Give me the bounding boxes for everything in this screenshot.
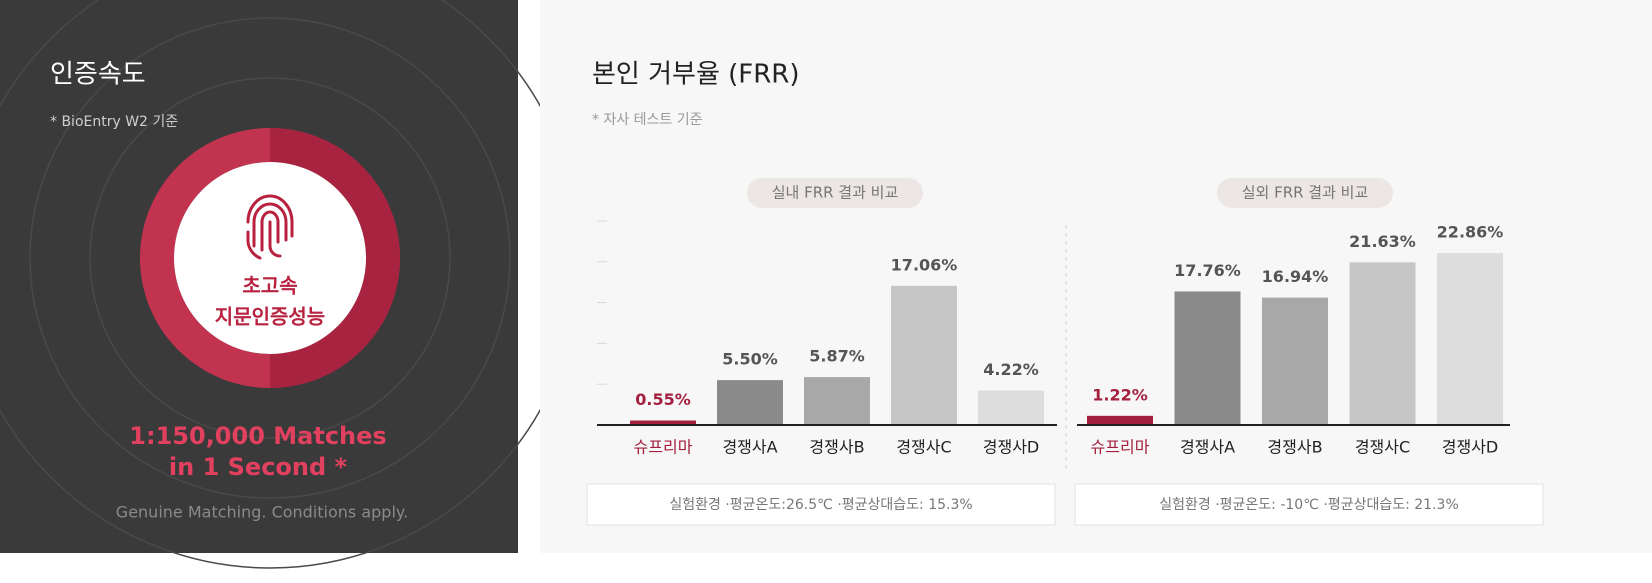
bar: [717, 380, 783, 425]
value-label: 21.63%: [1349, 232, 1416, 251]
value-label: 1.22%: [1092, 385, 1148, 404]
x-tick-label: 경쟁사B: [809, 438, 864, 457]
chart-title-pill: [1217, 178, 1393, 208]
chart-title-pill: [747, 178, 923, 208]
x-tick-label: 경쟁사A: [1180, 438, 1235, 457]
panel-title: 인증속도: [50, 60, 146, 90]
panel-title: 본인 거부율 (FRR): [592, 60, 800, 90]
bar: [978, 390, 1044, 425]
bar: [630, 420, 696, 425]
bar: [1437, 253, 1503, 425]
panel-subtitle: * BioEntry W2 기준: [50, 114, 178, 130]
note: 실험환경 ·평균온도:26.5℃ ·평균상대습도: 15.3%: [669, 497, 972, 513]
footnote: Genuine Matching. Conditions apply.: [116, 503, 408, 522]
bar: [1262, 297, 1328, 425]
bar: [891, 285, 957, 425]
bar: [1349, 262, 1416, 425]
value-label: 5.50%: [722, 350, 778, 369]
fingerprint-icon: [246, 194, 294, 260]
x-tick-label: 경쟁사D: [983, 438, 1039, 457]
bar: [1174, 291, 1241, 425]
x-tick-label: 경쟁사A: [722, 438, 777, 457]
badge-line: 초고속: [242, 274, 297, 298]
note-box: [586, 483, 1056, 526]
x-tick-label: 경쟁사C: [1355, 438, 1410, 457]
value-label: 22.86%: [1437, 223, 1504, 242]
headline: in 1 Second *: [169, 453, 348, 481]
value-label: 4.22%: [983, 360, 1039, 379]
value-label: 0.55%: [635, 390, 691, 409]
value-label: 17.76%: [1174, 261, 1241, 280]
x-tick-label: 슈프리마: [1091, 438, 1150, 457]
x-tick-label: 슈프리마: [634, 438, 693, 457]
bar: [804, 377, 870, 425]
note-box: [1074, 483, 1544, 526]
x-tick-label: 경쟁사B: [1267, 438, 1322, 457]
x-tick-label: 경쟁사D: [1442, 438, 1498, 457]
value-label: 16.94%: [1262, 267, 1329, 286]
headline: 1:150,000 Matches: [129, 422, 386, 450]
bar: [1087, 415, 1153, 425]
donut-ring-dark: [270, 128, 400, 388]
chart-title: 실내 FRR 결과 비교: [772, 184, 899, 202]
note: 실험환경 ·평균온도: -10℃ ·평균상대습도: 21.3%: [1159, 497, 1459, 513]
chart-title: 실외 FRR 결과 비교: [1242, 184, 1369, 202]
value-label: 5.87%: [809, 347, 865, 366]
x-tick-label: 경쟁사C: [896, 438, 951, 457]
donut-center: [174, 162, 366, 354]
value-label: 17.06%: [891, 255, 958, 274]
panel-subtitle: * 자사 테스트 기준: [592, 112, 703, 128]
badge-line: 지문인증성능: [215, 305, 325, 329]
